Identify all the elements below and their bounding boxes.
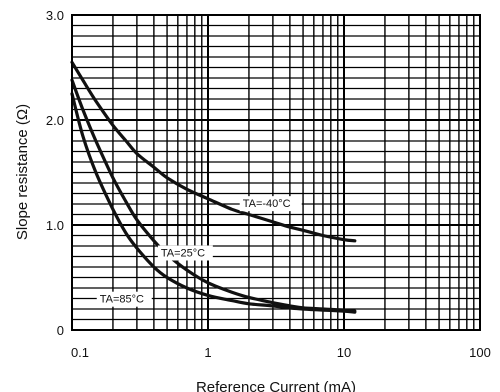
grid: [72, 15, 480, 330]
y-tick-label: 1.0: [46, 218, 64, 233]
y-tick-label: 0: [57, 323, 64, 338]
series-layer: [70, 60, 357, 314]
y-axis-label: Slope resistance (Ω): [14, 104, 31, 240]
x-tick-labels: 0.1 1 10 100: [71, 345, 491, 360]
plot-frame: [71, 14, 481, 331]
x-tick-label: 1: [204, 345, 211, 360]
x-tick-label: 10: [337, 345, 351, 360]
x-axis-label: Reference Current (mA): [196, 379, 356, 392]
series-label-3: TA=85°C: [100, 294, 144, 306]
series-label-bg: [157, 245, 213, 261]
y-tick-label: 3.0: [46, 8, 64, 23]
y-tick-labels: 0 1.0 2.0 3.0: [46, 8, 64, 338]
series-label-2: TA=25°C: [161, 248, 205, 260]
labels-layer: TA=-40°C TA=25°C TA=85°C: [96, 196, 302, 307]
x-tick-label: 0.1: [71, 345, 89, 360]
series-line-1: [70, 60, 357, 243]
x-tick-label: 100: [469, 345, 491, 360]
y-tick-label: 2.0: [46, 113, 64, 128]
series-label-bg: [239, 196, 302, 212]
series-label-1: TA=-40°C: [243, 198, 291, 210]
series-line-3: [70, 92, 357, 314]
series-label-bg: [96, 291, 152, 307]
